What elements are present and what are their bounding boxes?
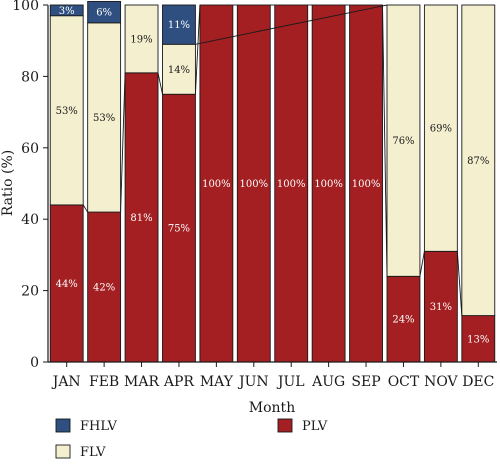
- data-label-plv-nov: 31%: [430, 302, 452, 313]
- bar-plv-oct: [386, 275, 421, 363]
- data-label-plv-mar: 81%: [130, 213, 152, 224]
- x-tick-label-nov: NOV: [424, 374, 458, 390]
- data-label-flv-nov: 69%: [430, 124, 452, 135]
- data-label-flv-dec: 87%: [467, 156, 489, 167]
- data-label-plv-oct: 24%: [392, 315, 414, 326]
- bar-plv-jun: [236, 4, 271, 363]
- y-tick-label-0: 0: [30, 355, 39, 371]
- bar-flv-oct: [386, 4, 421, 277]
- data-label-plv-apr: 75%: [168, 224, 190, 235]
- bar-plv-jul: [274, 4, 309, 363]
- x-tick-label-aug: AUG: [311, 374, 345, 390]
- data-label-fhlv-jan: 3%: [59, 6, 75, 17]
- x-tick-label-jun: JUN: [237, 374, 269, 390]
- bar-plv-feb: [87, 211, 122, 363]
- x-axis-title: Month: [249, 400, 295, 416]
- data-label-plv-jun: 100%: [239, 179, 268, 190]
- connector-line: [195, 4, 388, 45]
- bar-flv-nov: [423, 4, 458, 252]
- data-label-plv-may: 100%: [202, 179, 231, 190]
- x-tick-label-jul: JUL: [276, 374, 305, 390]
- x-tick-label-apr: APR: [163, 374, 195, 390]
- bar-flv-mar: [124, 4, 159, 74]
- x-tick-label-sep: SEP: [351, 374, 380, 390]
- legend-swatch-plv: [277, 418, 293, 433]
- data-label-flv-jan: 53%: [56, 106, 78, 117]
- x-tick-label-feb: FEB: [89, 374, 119, 390]
- y-tick-label-60: 60: [21, 141, 39, 157]
- connector-line: [82, 204, 89, 213]
- y-tick-label-20: 20: [21, 284, 39, 300]
- bar-flv-jan: [49, 15, 84, 206]
- connector-lines: [82, 4, 463, 316]
- connector-line: [456, 251, 463, 316]
- bar-plv-aug: [311, 4, 346, 363]
- data-label-fhlv-feb: 6%: [96, 8, 112, 19]
- bar-flv-dec: [461, 4, 496, 317]
- data-label-plv-sep: 100%: [352, 179, 381, 190]
- y-tick-label-80: 80: [21, 69, 39, 85]
- y-ticks: 0 20 40 60 80 100: [12, 0, 48, 371]
- data-label-flv-feb: 53%: [93, 113, 115, 124]
- bar-fhlv-feb: [87, 0, 122, 24]
- data-label-plv-dec: 13%: [467, 334, 489, 345]
- y-tick-label-40: 40: [21, 212, 39, 228]
- bar-flv-feb: [87, 22, 122, 213]
- bar-plv-nov: [423, 250, 458, 363]
- data-label-plv-aug: 100%: [314, 179, 343, 190]
- data-label-flv-mar: 19%: [130, 34, 152, 45]
- data-labels: 44% 53% 3% 42% 53% 6% 81% 19% 75% 14% 11% 100% 100% 1…: [56, 6, 490, 345]
- data-label-plv-jan: 44%: [56, 279, 78, 290]
- bar-plv-sep: [349, 4, 383, 363]
- x-tick-label-may: MAY: [200, 374, 234, 390]
- legend-label-fhlv: FHLV: [80, 419, 117, 434]
- bars-layer: [49, 0, 496, 363]
- legend-label-flv: FLV: [80, 445, 106, 460]
- bar-plv-jan: [49, 204, 84, 363]
- legend-swatch-flv: [55, 444, 71, 459]
- bar-plv-may: [199, 4, 234, 363]
- y-axis-title: Ratio (%): [0, 150, 16, 216]
- bar-plv-dec: [461, 315, 496, 363]
- data-label-plv-feb: 42%: [93, 283, 115, 294]
- bar-fhlv-apr: [162, 4, 196, 45]
- data-label-fhlv-apr: 11%: [168, 20, 190, 31]
- legend-swatch-fhlv: [55, 418, 71, 433]
- x-ticks: JAN FEB MAR APR MAY JUN JUL AUG SEP OCT NOV DEC: [51, 362, 494, 390]
- connector-line: [419, 251, 425, 277]
- y-tick-label-100: 100: [12, 0, 39, 14]
- bar-fhlv-jan: [49, 4, 84, 17]
- x-tick-label-mar: MAR: [124, 374, 159, 390]
- connector-line: [120, 72, 126, 213]
- legend: FHLV PLV FLV: [55, 418, 328, 460]
- connector-line: [194, 4, 201, 95]
- connector-line: [382, 4, 388, 277]
- data-label-plv-jul: 100%: [277, 179, 306, 190]
- legend-label-plv: PLV: [302, 419, 328, 434]
- bar-plv-apr: [162, 93, 196, 363]
- axes: [47, 5, 497, 363]
- x-tick-label-dec: DEC: [462, 374, 494, 390]
- x-tick-label-jan: JAN: [51, 374, 81, 390]
- data-label-flv-apr: 14%: [168, 65, 190, 76]
- connector-line: [157, 72, 163, 95]
- x-tick-label-oct: OCT: [388, 374, 420, 390]
- data-label-flv-oct: 76%: [392, 136, 414, 147]
